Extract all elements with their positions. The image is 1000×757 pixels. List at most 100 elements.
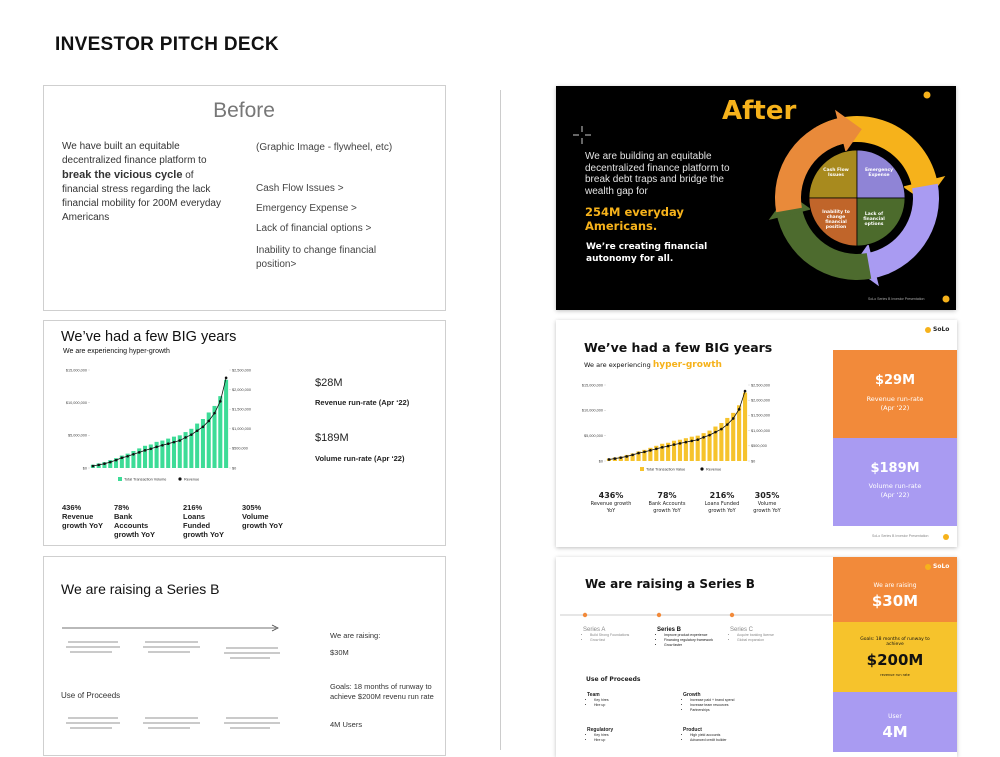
use-item: Increase paid + brand spend xyxy=(690,698,734,703)
bar xyxy=(206,412,211,468)
logo: SoLo xyxy=(933,563,950,570)
y2-tick-label: $1,500,000 xyxy=(232,408,251,412)
use-item: Advanced credit builder xyxy=(690,738,727,743)
point xyxy=(207,419,211,423)
point xyxy=(213,411,216,415)
users-panel xyxy=(833,692,957,752)
use-item: Hire up xyxy=(594,738,613,743)
y2-tick-label: $2,000,000 xyxy=(751,399,770,403)
page-dot xyxy=(942,295,950,303)
y2-tick-label: $0 xyxy=(751,459,755,463)
bar xyxy=(183,432,188,468)
y2-tick-label: $2,000,000 xyxy=(232,388,251,392)
bar xyxy=(660,443,665,461)
point xyxy=(731,417,735,420)
bar xyxy=(114,458,119,468)
use-item: Increase team resources xyxy=(690,703,734,708)
legend-label: Revenue xyxy=(706,467,721,471)
bar xyxy=(154,441,159,468)
y-tick-label: $5,000,000 xyxy=(584,434,603,438)
use: TeamKey hiresHire up xyxy=(587,692,609,708)
flywheel-quadrant xyxy=(856,197,906,247)
round-name: Series B xyxy=(657,627,682,633)
metric-value: 436% xyxy=(62,503,82,512)
point xyxy=(132,452,135,456)
point xyxy=(743,389,747,393)
placeholder-text xyxy=(66,641,280,729)
metric-label: Revenue growth YoY xyxy=(62,512,103,530)
bar xyxy=(148,444,153,468)
stat-value: $189M xyxy=(315,432,349,444)
metric: 436% Revenue growth YoY xyxy=(62,503,110,530)
logo-dot xyxy=(923,91,931,99)
bar xyxy=(683,438,688,461)
use-name: Product xyxy=(683,727,702,733)
metric-label: Bank Accounts growth YoY xyxy=(114,512,155,539)
bar xyxy=(131,451,136,468)
use-item: Partnerships xyxy=(690,708,734,713)
slide-text: We have built an equitable decentralized… xyxy=(62,140,232,225)
bar xyxy=(160,440,165,468)
stat-value: $29M xyxy=(874,373,916,388)
round: Series CAcquire banking licenseGlobal ex… xyxy=(730,627,774,643)
legend-label: Revenue xyxy=(184,477,199,481)
goals: Goals: 18 months of runway to achieve $2… xyxy=(330,682,434,701)
metric: 216% Loans Funded growth YoY xyxy=(183,503,231,539)
bar xyxy=(102,462,107,468)
bar xyxy=(142,445,148,468)
metric: 216% Loans Funded growth YoY xyxy=(701,490,743,515)
issue: Lack of financial options > xyxy=(256,223,372,234)
line xyxy=(608,390,746,460)
bar xyxy=(137,448,142,468)
footer: SoLo Series B Investor Presentation xyxy=(872,534,929,538)
point xyxy=(161,443,164,447)
stat-label: Revenue run-rate (Apr ‘22) xyxy=(315,398,410,407)
quadrant-label: Lack of financial options xyxy=(863,212,885,227)
raise-value: $30M xyxy=(871,592,919,610)
point xyxy=(649,449,652,452)
logo: SoLo xyxy=(933,326,950,333)
point xyxy=(672,443,676,446)
metric-value: 78% xyxy=(114,503,130,512)
use: ProductHigh yield accountsAdvanced credi… xyxy=(683,727,727,743)
slide-title: We are raising a Series B xyxy=(585,577,755,591)
point xyxy=(720,427,723,431)
point xyxy=(155,445,158,449)
goal-panel xyxy=(833,622,957,692)
legend-marker xyxy=(178,477,182,481)
legend-label: Total Transaction Volume xyxy=(124,477,166,481)
bar xyxy=(671,440,677,461)
graphic-note: (Graphic Image - flywheel, etc) xyxy=(256,142,393,153)
quadrant-label: Emergency Expense xyxy=(864,168,894,178)
bar xyxy=(725,417,730,461)
round: Series BImprove product experienceFinanc… xyxy=(657,627,713,648)
stat-panel xyxy=(833,438,957,526)
point xyxy=(613,457,617,460)
crosshair xyxy=(573,126,591,144)
bar xyxy=(166,438,171,468)
y2-tick-label: $1,500,000 xyxy=(751,414,770,418)
round-item: Improve product experience xyxy=(664,633,713,638)
bar xyxy=(189,428,194,468)
y-tick-label: $5,000,000 xyxy=(68,434,87,438)
legend-marker xyxy=(640,467,644,471)
y2-tick-label: $2,500,000 xyxy=(751,383,770,387)
line xyxy=(92,377,227,467)
point xyxy=(149,447,153,451)
timeline-dot xyxy=(656,612,662,618)
point xyxy=(714,430,717,434)
stat-value: $189M xyxy=(870,461,920,476)
round-name: Series C xyxy=(730,627,754,633)
raise-label: We are raising: xyxy=(330,631,381,640)
slide-subtitle: We are experiencing hyper-growth xyxy=(63,348,170,355)
page-dot xyxy=(943,534,949,540)
bar xyxy=(742,392,748,461)
stat-value: $28M xyxy=(315,377,343,389)
metric: 78% Bank Accounts growth YoY xyxy=(114,503,162,539)
stat-label: Volume run-rate (Apr ‘22) xyxy=(868,482,922,499)
round-item: Financing regulatory framework xyxy=(664,638,713,643)
point xyxy=(684,440,688,444)
bar xyxy=(642,449,647,461)
text-bold: break the vicious cycle xyxy=(62,169,183,181)
